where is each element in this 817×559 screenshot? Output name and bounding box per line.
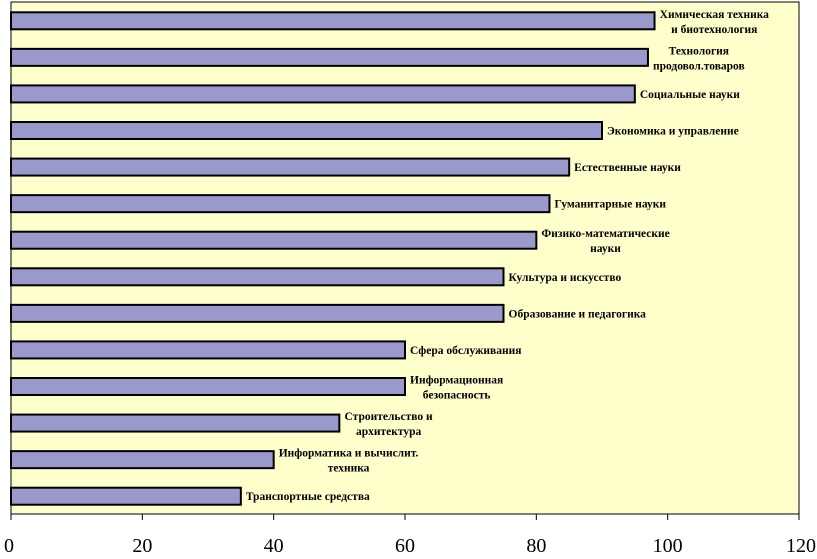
bar-label: Информатика и вычислит. техника <box>279 448 419 475</box>
bar <box>10 157 571 177</box>
bars-group <box>10 11 656 506</box>
x-tick-label: 100 <box>653 535 683 557</box>
bar <box>10 84 636 104</box>
bar-label: Транспортные средства <box>246 491 370 503</box>
bar-label-line: науки <box>590 243 621 255</box>
x-ticks-group: 0 20 40 60 80 100 120 <box>4 514 816 557</box>
bar-label: Социальные науки <box>640 89 740 101</box>
bar-label-line: Физико-математические <box>541 228 669 240</box>
bar-label: Культура и искусство <box>509 272 622 284</box>
bar-label-line: Химическая техника <box>660 9 770 21</box>
bar-label: Технология продовол.товаров <box>653 45 745 72</box>
x-tick-label: 20 <box>132 535 152 557</box>
bar <box>10 377 406 396</box>
bar <box>10 194 551 214</box>
bar-labels-group: Химическая техника и биотехнология Техноло… <box>246 9 769 503</box>
bar-label-line: Информатика и вычислит. <box>279 448 419 460</box>
bar <box>10 303 505 323</box>
bar-label: Образование и педагогика <box>509 308 647 320</box>
bar-label-line: архитектура <box>356 426 422 438</box>
x-tick-label: 0 <box>4 535 14 557</box>
bar-label: Физико-математические науки <box>541 228 669 255</box>
bar <box>10 267 505 287</box>
bar <box>10 450 275 470</box>
bar-label: Строительство и архитектура <box>345 411 434 438</box>
bar-label-line: Технология <box>669 45 729 57</box>
x-tick-label: 40 <box>264 535 284 557</box>
bar <box>10 413 341 433</box>
bar-label-line: и биотехнология <box>671 24 757 36</box>
x-tick-label: 120 <box>786 535 816 557</box>
bar <box>10 121 603 140</box>
bar <box>10 11 656 31</box>
x-tick-label: 60 <box>395 535 415 557</box>
bar-label-line: Строительство и <box>345 411 434 423</box>
bar-label: Сфера обслуживания <box>410 345 521 357</box>
bar <box>10 486 242 506</box>
bar <box>10 230 538 250</box>
bar-label-line: безопасность <box>423 390 491 402</box>
bar-label: Гуманитарные науки <box>554 199 666 211</box>
bar-label: Естественные науки <box>574 162 681 174</box>
bar-label: Информационная безопасность <box>410 375 503 402</box>
bar-label-line: техника <box>328 463 370 475</box>
bar-label-line: продовол.товаров <box>653 60 745 72</box>
bar-label: Экономика и управление <box>607 126 739 138</box>
bar <box>10 340 406 360</box>
bar-label: Химическая техника и биотехнология <box>660 9 770 36</box>
bar-label-line: Информационная <box>410 375 503 387</box>
bar <box>10 47 649 67</box>
x-tick-label: 80 <box>526 535 546 557</box>
